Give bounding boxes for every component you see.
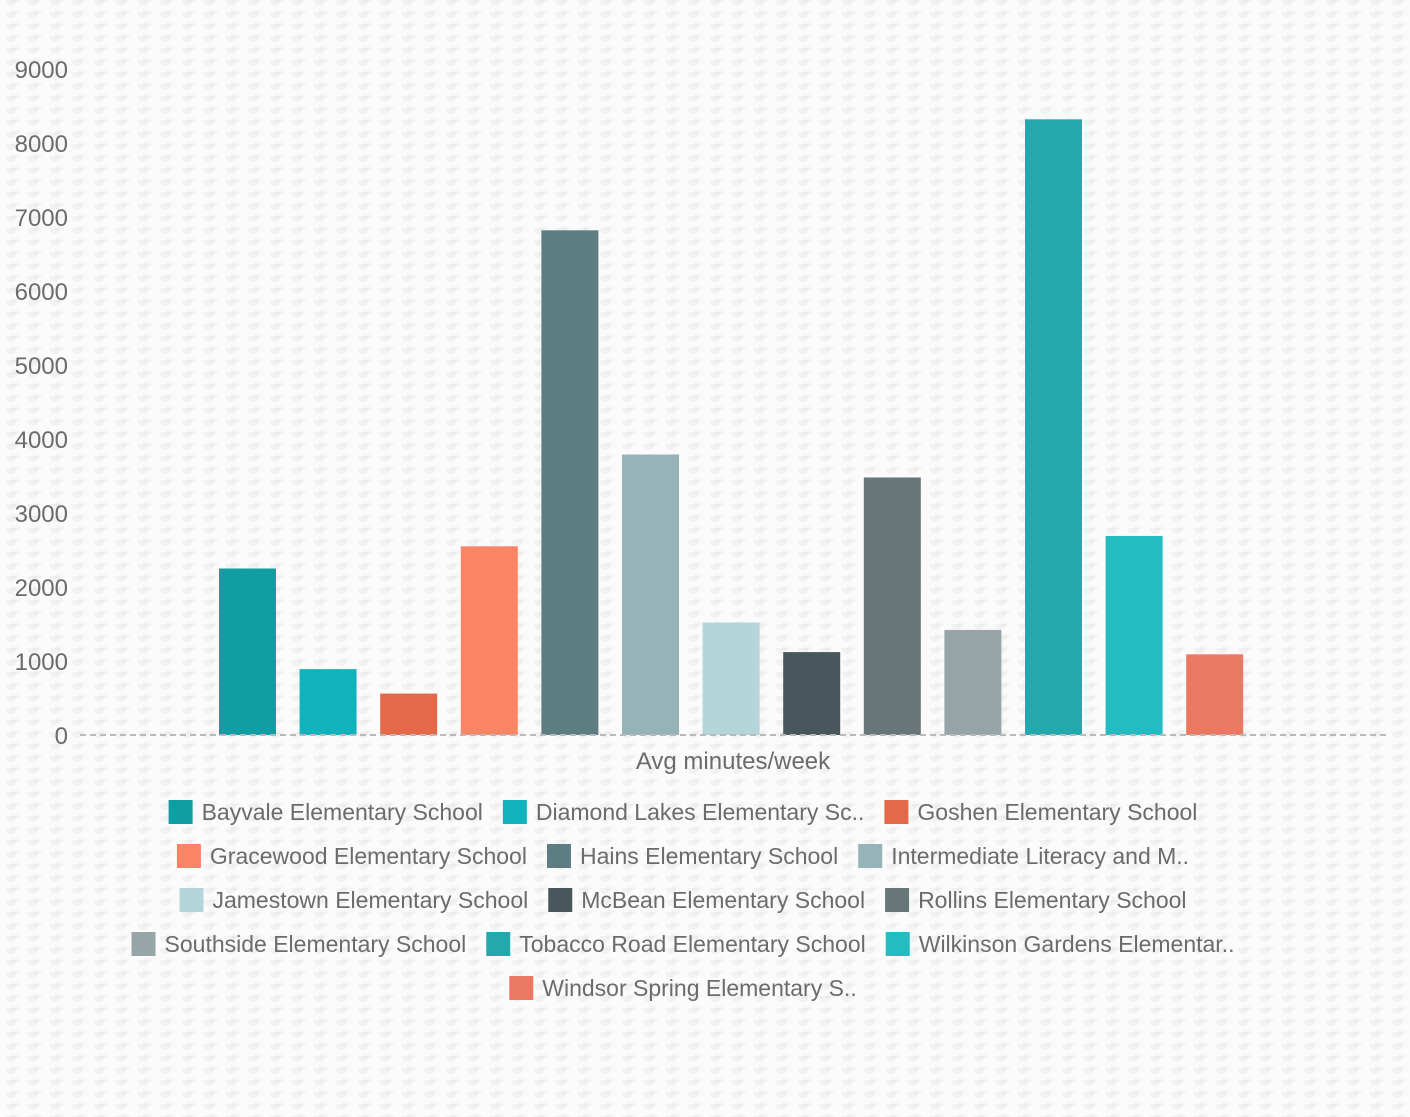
legend-label: Intermediate Literacy and M.. xyxy=(891,843,1189,869)
bar[interactable] xyxy=(863,477,921,735)
y-tick-label: 1000 xyxy=(15,649,68,676)
bar[interactable] xyxy=(460,546,518,735)
legend-label: Tobacco Road Elementary School xyxy=(519,931,865,957)
legend-label: Southside Elementary School xyxy=(165,931,467,957)
y-tick-label: 0 xyxy=(55,723,68,750)
legend-swatch xyxy=(179,888,204,912)
y-tick-label: 8000 xyxy=(15,131,68,158)
legend-swatch xyxy=(168,800,193,824)
legend-label: Bayvale Elementary School xyxy=(202,799,483,825)
y-tick-label: 9000 xyxy=(15,57,68,84)
bar[interactable] xyxy=(541,230,599,735)
bars xyxy=(219,119,1244,736)
legend-item[interactable]: Bayvale Elementary School xyxy=(168,799,483,825)
bar[interactable] xyxy=(944,629,1002,735)
legend-swatch xyxy=(885,888,910,912)
y-tick-label: 7000 xyxy=(15,205,68,232)
legend-label: Hains Elementary School xyxy=(580,843,838,869)
legend-swatch xyxy=(858,844,883,868)
bar[interactable] xyxy=(783,652,841,735)
legend-swatch xyxy=(176,844,201,868)
legend-label: Rollins Elementary School xyxy=(918,887,1186,913)
bar[interactable] xyxy=(1186,654,1244,735)
legend-label: Goshen Elementary School xyxy=(917,799,1197,825)
legend-label: McBean Elementary School xyxy=(581,887,865,913)
legend-item[interactable]: Gracewood Elementary School xyxy=(176,843,527,869)
legend-label: Wilkinson Gardens Elementar.. xyxy=(919,931,1235,957)
legend-item[interactable]: Intermediate Literacy and M.. xyxy=(858,843,1189,869)
legend-swatch xyxy=(502,800,527,824)
bar[interactable] xyxy=(380,693,438,735)
legend-label: Jamestown Elementary School xyxy=(212,887,528,913)
legend-swatch xyxy=(885,932,910,956)
y-tick-label: 4000 xyxy=(15,427,68,454)
legend-swatch xyxy=(546,844,571,868)
y-tick-label: 5000 xyxy=(15,353,68,380)
legend-item[interactable]: Windsor Spring Elementary S.. xyxy=(509,975,857,1001)
bar[interactable] xyxy=(702,622,760,735)
legend-label: Gracewood Elementary School xyxy=(210,843,527,869)
legend-item[interactable]: Hains Elementary School xyxy=(546,843,838,869)
legend-swatch xyxy=(548,888,573,912)
legend-item[interactable]: Rollins Elementary School xyxy=(885,887,1187,913)
y-tick-label: 2000 xyxy=(15,575,68,602)
bar[interactable] xyxy=(1105,535,1163,735)
bar[interactable] xyxy=(622,454,679,735)
legend-item[interactable]: McBean Elementary School xyxy=(548,887,865,913)
legend-label: Diamond Lakes Elementary Sc.. xyxy=(536,799,865,825)
legend-item[interactable]: Diamond Lakes Elementary Sc.. xyxy=(502,799,865,825)
legend-item[interactable]: Jamestown Elementary School xyxy=(179,887,528,913)
legend-item[interactable]: Wilkinson Gardens Elementar.. xyxy=(885,931,1235,957)
legend-label: Windsor Spring Elementary S.. xyxy=(542,975,856,1001)
y-tick-label: 6000 xyxy=(15,279,68,306)
legend-swatch xyxy=(884,800,909,824)
x-axis-label: Avg minutes/week xyxy=(636,748,831,775)
y-tick-label: 3000 xyxy=(15,501,68,528)
legend: Bayvale Elementary School Diamond Lakes E… xyxy=(131,799,1235,1001)
bar[interactable] xyxy=(299,669,357,735)
legend-item[interactable]: Goshen Elementary School xyxy=(884,799,1197,825)
bar[interactable] xyxy=(219,568,276,736)
legend-item[interactable]: Tobacco Road Elementary School xyxy=(486,931,866,957)
legend-swatch xyxy=(509,976,534,1000)
legend-item[interactable]: Southside Elementary School xyxy=(131,931,467,957)
legend-swatch xyxy=(486,932,511,956)
y-axis: 0 1000 2000 3000 4000 5000 6000 7000 8000 9000 xyxy=(15,57,68,750)
bar[interactable] xyxy=(1025,119,1082,735)
legend-swatch xyxy=(131,932,156,956)
